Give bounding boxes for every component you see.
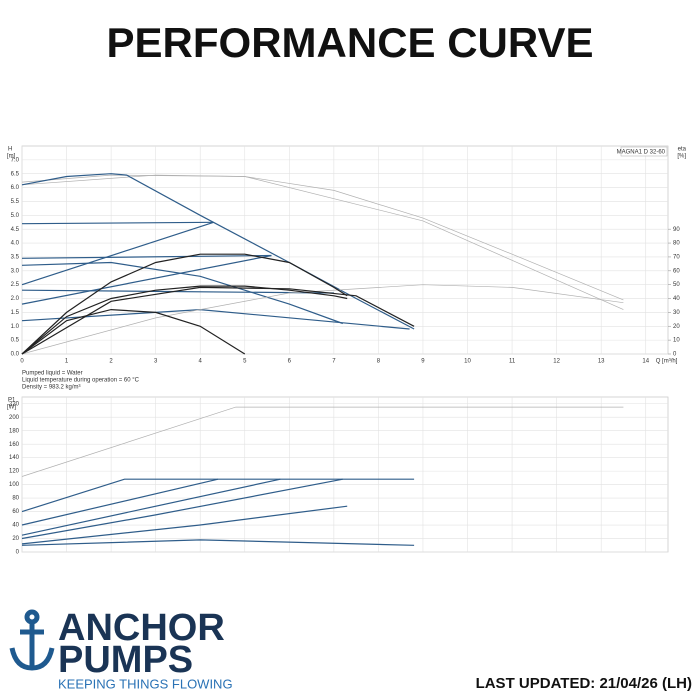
- y-tick-label: 1.0: [11, 324, 20, 330]
- y-tick-label: 100: [9, 482, 20, 488]
- y-tick-label: 220: [9, 401, 20, 407]
- y-tick-label: 160: [9, 442, 20, 448]
- curve: [21, 221, 214, 225]
- y-axis-symbol: H: [8, 147, 12, 153]
- x-tick-label: 8: [377, 359, 381, 365]
- y-tick-label: 40: [12, 523, 19, 529]
- curve: [21, 478, 281, 536]
- curve: [21, 174, 624, 310]
- note: Liquid temperature during operation = 60…: [22, 378, 140, 384]
- x-tick-label: 1: [65, 359, 69, 365]
- y-tick-label: 5.5: [11, 199, 20, 205]
- curve: [21, 284, 624, 355]
- curve: [21, 289, 334, 294]
- curve: [21, 254, 272, 305]
- y-tick-label: 3.0: [11, 268, 20, 274]
- y-tick-label: 0.0: [11, 352, 20, 358]
- y-tick-label: 180: [9, 428, 20, 434]
- y-axis-unit: [W]: [7, 405, 16, 411]
- curve: [21, 286, 415, 355]
- y-tick-label: 120: [9, 469, 20, 475]
- curve: [21, 478, 415, 513]
- curve: [21, 505, 348, 545]
- note: Density = 983.2 kg/m³: [22, 385, 81, 391]
- y-tick-label: 4.0: [11, 241, 20, 247]
- y2-axis-unit: [%]: [677, 154, 686, 160]
- brand-bottom: PUMPS: [58, 639, 193, 681]
- y2-tick-label: 20: [673, 324, 680, 330]
- tagline: KEEPING THINGS FLOWING: [58, 676, 233, 691]
- annotation: MAGNA1 D 32-60: [617, 150, 666, 156]
- x-tick-label: 3: [154, 359, 158, 365]
- curve: [21, 285, 348, 355]
- y-tick-label: 6.0: [11, 185, 20, 191]
- x-tick-label: 12: [553, 359, 560, 365]
- x-tick-label: 11: [509, 359, 516, 365]
- y2-tick-label: 40: [673, 296, 680, 302]
- annotation-box: [620, 146, 668, 157]
- y-tick-label: 5.0: [11, 213, 20, 219]
- x-tick-label: 9: [421, 359, 425, 365]
- y-tick-label: 20: [12, 536, 19, 542]
- brand-top: ANCHOR: [58, 607, 225, 649]
- curve: [21, 406, 624, 477]
- curve: [21, 221, 214, 286]
- curve: [21, 539, 415, 546]
- curve: [21, 254, 272, 259]
- y-tick-label: 0: [16, 550, 20, 556]
- y-tick-label: 1.5: [11, 310, 20, 316]
- y2-tick-label: 90: [673, 227, 680, 233]
- y-tick-label: 0.5: [11, 338, 20, 344]
- curve: [21, 478, 219, 526]
- last-updated: LAST UPDATED: 21/04/26 (LH): [476, 675, 692, 692]
- y2-tick-label: 0: [673, 352, 677, 358]
- logo-anchor: [9, 609, 55, 671]
- x-tick-label: 6: [288, 359, 292, 365]
- curve: [21, 261, 344, 325]
- y-axis-unit: [m]: [7, 154, 16, 160]
- y-tick-label: 2.0: [11, 296, 20, 302]
- curve: [21, 174, 624, 301]
- y2-axis-symbol: eta: [678, 147, 687, 153]
- curve: [21, 478, 343, 540]
- y-tick-label: 2.5: [11, 282, 20, 288]
- x-tick-label: 7: [332, 359, 336, 365]
- page-title: PERFORMANCE CURVE: [107, 19, 594, 66]
- y-tick-label: 60: [12, 509, 19, 515]
- note: Pumped liquid = Water: [22, 371, 83, 377]
- curve: [21, 308, 246, 355]
- y-axis-symbol: P1: [8, 398, 16, 404]
- y-tick-label: 80: [12, 496, 19, 502]
- x-tick-label: 5: [243, 359, 247, 365]
- x-tick-label: 14: [642, 359, 649, 365]
- y2-tick-label: 70: [673, 255, 680, 261]
- x-tick-label: 13: [598, 359, 605, 365]
- curve: [21, 253, 348, 355]
- y-tick-label: 3.5: [11, 255, 20, 261]
- y-tick-label: 6.5: [11, 171, 20, 177]
- x-axis-label: Q [m³/h]: [656, 359, 678, 365]
- plot-area: [21, 396, 669, 553]
- y2-tick-label: 50: [673, 282, 680, 288]
- y2-tick-label: 60: [673, 268, 680, 274]
- y2-tick-label: 10: [673, 338, 680, 344]
- x-tick-label: 10: [464, 359, 471, 365]
- y-tick-label: 200: [9, 415, 20, 421]
- x-tick-label: 2: [109, 359, 113, 365]
- y2-tick-label: 30: [673, 310, 680, 316]
- y-tick-label: 140: [9, 455, 20, 461]
- y2-tick-label: 80: [673, 241, 680, 247]
- y-tick-label: 7.0: [11, 157, 20, 163]
- curve: [21, 173, 415, 330]
- x-tick-label: 4: [199, 359, 203, 365]
- y-tick-label: 4.5: [11, 227, 20, 233]
- x-tick-label: 0: [20, 359, 24, 365]
